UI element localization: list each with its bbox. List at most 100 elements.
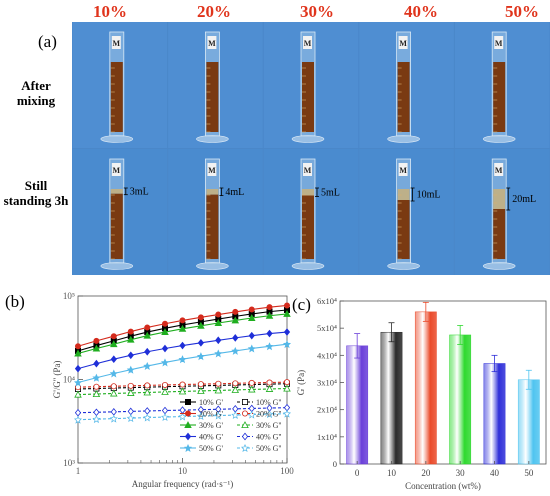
data-point xyxy=(179,317,186,324)
cylinder-base xyxy=(482,262,516,270)
series-7 xyxy=(74,403,291,417)
data-point xyxy=(196,412,205,421)
legend-entry: 30% G'' xyxy=(237,421,282,430)
brand-letter: M xyxy=(495,166,503,175)
brand-letter: M xyxy=(113,39,121,48)
y-axis-label: G'/G'' (Pa) xyxy=(52,361,62,399)
concentration-label-5: 50% xyxy=(505,2,539,21)
cylinder-base xyxy=(196,262,229,270)
y-axis-label: G' (Pa) xyxy=(296,370,306,395)
data-point xyxy=(74,349,82,357)
data-point xyxy=(248,306,255,313)
data-point xyxy=(197,386,205,394)
x-tick-label: 30 xyxy=(456,468,466,478)
bar xyxy=(449,334,472,465)
legend-entry: 50% G' xyxy=(180,443,223,453)
legend-label: 20% G'' xyxy=(256,410,282,419)
concentration-label-1: 10% xyxy=(93,2,127,21)
data-point xyxy=(265,311,274,319)
data-point xyxy=(247,314,256,322)
y-tick-label: 0 xyxy=(333,459,337,469)
cylinder-fluid xyxy=(302,62,314,132)
data-point xyxy=(178,412,187,421)
data-point xyxy=(160,358,170,367)
series-8 xyxy=(73,340,292,387)
x-tick-label: 0 xyxy=(355,468,360,478)
data-point xyxy=(93,359,100,368)
cylinder-base xyxy=(387,262,420,270)
separation-label: 3mL xyxy=(130,186,149,197)
cylinder-brand-label xyxy=(111,36,121,49)
series-4 xyxy=(74,309,291,357)
row-label-still: Still xyxy=(24,178,48,193)
brand-letter: M xyxy=(304,166,312,175)
data-point xyxy=(161,344,169,353)
y-tick-label: 10⁵ xyxy=(63,291,75,301)
data-point xyxy=(74,364,82,373)
data-point xyxy=(282,340,292,349)
data-point xyxy=(110,355,117,364)
row-label-standing: Still standing 3h xyxy=(0,178,72,208)
rheology-chart: 1 10 100 10³ 10⁴ 10⁵ Angular frequency (rad·s⁻… xyxy=(52,291,294,489)
data-point xyxy=(196,352,205,361)
brand-letter: M xyxy=(208,39,216,48)
legend-label: 40% G' xyxy=(199,433,223,442)
data-point xyxy=(126,365,135,374)
legend-label: 30% G'' xyxy=(256,421,282,430)
data-point xyxy=(161,328,169,336)
data-point xyxy=(232,334,239,342)
data-point xyxy=(231,346,240,355)
bar xyxy=(517,379,540,465)
concentration-label-2: 20% xyxy=(197,2,231,21)
y-tick-label: 1x10⁴ xyxy=(317,432,337,442)
data-point xyxy=(231,411,240,420)
legend-entry: 40% G'' xyxy=(237,433,282,442)
data-point xyxy=(74,390,82,398)
data-point xyxy=(178,324,187,332)
data-point xyxy=(93,337,100,344)
data-point xyxy=(92,390,101,398)
legend-entry: 10% G'' xyxy=(237,398,282,407)
series-6 xyxy=(74,328,291,373)
cylinder-base xyxy=(291,135,325,143)
data-point xyxy=(92,344,101,352)
data-point xyxy=(247,344,256,353)
data-point xyxy=(110,383,117,390)
cylinder-base xyxy=(482,135,516,143)
data-point xyxy=(73,415,83,424)
data-point xyxy=(161,387,169,395)
data-point xyxy=(197,321,205,329)
concentration-label-4: 40% xyxy=(404,2,438,21)
data-point xyxy=(215,311,222,318)
panel-b-label: (b) xyxy=(5,292,25,311)
data-point xyxy=(240,443,250,452)
cylinder-photo-grid: M M M M M M 3mL M 4mL M 5mL M 10mL M 20mL xyxy=(72,22,550,275)
y-tick-label: 10³ xyxy=(63,458,75,468)
data-point xyxy=(247,385,256,393)
data-point xyxy=(184,399,191,406)
data-point xyxy=(93,383,100,390)
panel-c-label: (c) xyxy=(292,295,311,314)
legend-label: 10% G'' xyxy=(256,398,282,407)
x-tick-label: 20 xyxy=(421,468,431,478)
plot-frame xyxy=(339,300,547,465)
data-point xyxy=(283,384,291,392)
data-point xyxy=(109,369,118,378)
bar xyxy=(346,345,369,465)
legend-label: 50% G'' xyxy=(256,444,282,453)
cylinder-fluid xyxy=(493,209,506,259)
row-label-mixing: mixing xyxy=(16,93,56,108)
series-2 xyxy=(75,302,290,350)
cylinder-fluid xyxy=(397,200,410,259)
data-point xyxy=(184,421,192,429)
separated-layer xyxy=(302,189,314,196)
data-point xyxy=(144,324,151,331)
data-point xyxy=(283,328,291,336)
y-tick-label: 4x10⁴ xyxy=(317,350,337,360)
data-point xyxy=(127,382,134,389)
legend-entry: 20% G' xyxy=(180,410,223,419)
data-point xyxy=(110,333,117,340)
brand-letter: M xyxy=(399,39,407,48)
data-point xyxy=(127,328,134,335)
cylinder-brand-label xyxy=(303,163,312,176)
